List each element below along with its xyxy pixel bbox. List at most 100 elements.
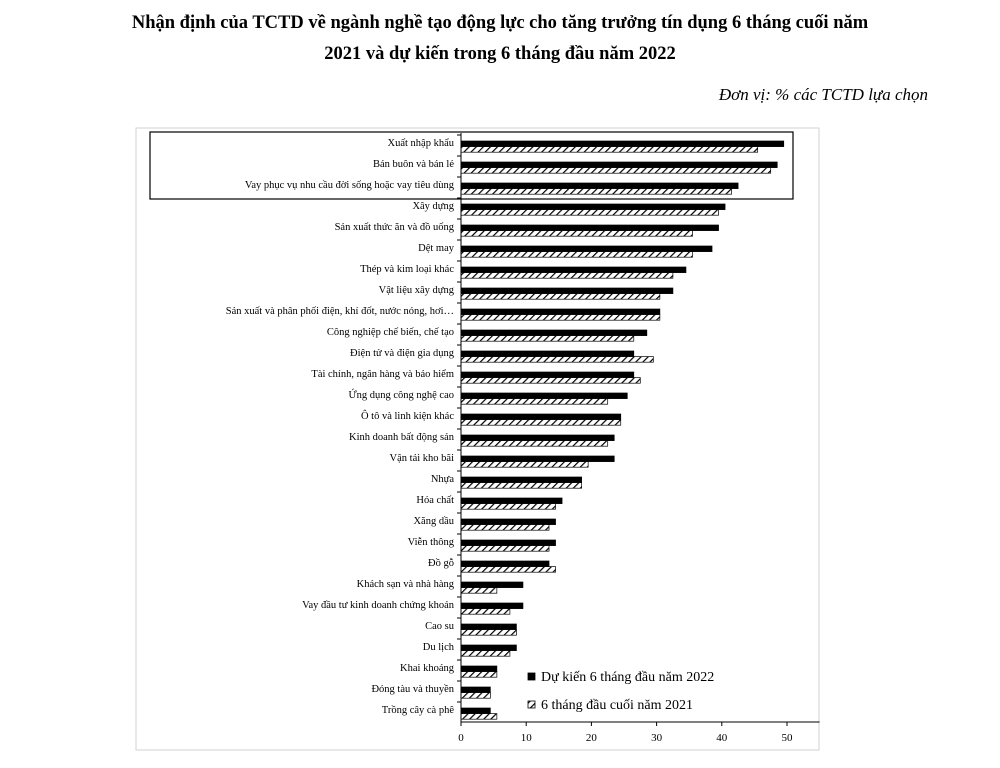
chart-title: Nhận định của TCTD về ngành nghề tạo độn… [30,8,970,70]
bar-2021 [460,335,635,342]
bar-2021 [460,293,661,300]
x-tick-label: 50 [782,732,794,744]
bar-2021 [460,650,511,657]
category-label: Dệt may [418,243,455,254]
category-label: Sản xuất thức ăn và đồ uống [335,222,455,233]
legend-swatch-2021 [527,700,536,709]
chart-title-line-2: 2021 và dự kiến trong 6 tháng đầu năm 20… [324,44,676,64]
category-label: Cao su [425,621,455,632]
bar-forecast-2022 [460,203,726,210]
bar-forecast-2022 [460,686,491,693]
category-label: Nhựa [431,474,455,485]
bar-2021 [460,692,491,699]
category-label: Khách sạn và nhà hàng [357,579,455,590]
bar-forecast-2022 [460,161,778,168]
bar-forecast-2022 [460,329,648,336]
bar-forecast-2022 [460,581,524,588]
bar-forecast-2022 [460,245,713,252]
bar-2021 [460,251,693,258]
category-label: Công nghiệp chế biến, chế tạo [327,327,454,338]
bar-2021 [460,419,622,426]
bar-2021 [460,314,661,321]
bar-2021 [460,209,719,216]
bar-forecast-2022 [460,539,556,546]
bar-2021 [460,503,556,510]
bar-2021 [460,713,498,720]
bar-2021 [460,629,517,636]
category-label: Điện tử và điện gia dụng [350,348,455,359]
bar-forecast-2022 [460,602,524,609]
category-label: Tài chính, ngân hàng và bảo hiểm [311,369,454,380]
bar-forecast-2022 [460,560,550,567]
bar-forecast-2022 [460,644,517,651]
category-label: Xuất nhập khẩu [388,138,455,149]
x-tick-label: 10 [521,732,533,744]
bar-2021 [460,608,511,615]
bar-forecast-2022 [460,392,628,399]
bar-forecast-2022 [460,665,498,672]
bar-2021 [460,146,759,153]
bar-2021 [460,398,609,405]
category-label: Vật liệu xây dựng [379,285,455,296]
bar-forecast-2022 [460,413,622,420]
category-label: Thép và kim loại khác [360,264,454,275]
bar-2021 [460,545,550,552]
x-tick-label: 30 [651,732,663,744]
bar-forecast-2022 [460,518,556,525]
bar-2021 [460,440,609,447]
bar-forecast-2022 [460,476,582,483]
bar-2021 [460,377,641,384]
legend-swatch-forecast-2022 [527,672,536,681]
bar-forecast-2022 [460,350,635,357]
plot-area: Xuất nhập khẩu Bán buôn và bán lẻ Vay phục… [149,131,820,744]
bar-forecast-2022 [460,707,491,714]
bar-2021 [460,671,498,678]
bar-forecast-2022 [460,287,674,294]
bar-2021 [460,482,582,489]
legend-label-forecast-2022: Dự kiến 6 tháng đầu năm 2022 [541,670,714,685]
category-label: Đồ gỗ [428,558,454,569]
category-label: Sản xuất và phân phối điện, khí đốt, nướ… [226,306,454,317]
legend-label-2021: 6 tháng đầu cuối năm 2021 [541,698,693,713]
category-label: Hóa chất [416,495,454,506]
bar-forecast-2022 [460,224,719,231]
category-label: Du lịch [423,642,455,653]
category-label: Vay phục vụ nhu cầu đời sống hoặc vay ti… [245,180,455,191]
plot-area-border [135,127,820,751]
category-label: Xây dựng [412,201,454,212]
bar-2021 [460,167,772,174]
highlight-box [149,131,794,200]
category-label: Ô tô và linh kiện khác [361,410,454,422]
bar-forecast-2022 [460,266,687,273]
category-label: Bán buôn và bán lẻ [373,159,454,170]
bar-forecast-2022 [460,182,739,189]
bar-forecast-2022 [460,140,785,147]
category-label: Xăng dầu [413,516,454,527]
bar-2021 [460,524,550,531]
bar-2021 [460,566,556,573]
category-label: Vay đầu tư kinh doanh chứng khoán [302,600,455,611]
legend: Dự kiến 6 tháng đầu năm 2022 6 tháng đầu … [527,670,714,713]
category-label: Viễn thông [408,537,455,548]
bar-2021 [460,230,693,237]
bar-2021 [460,188,732,195]
bar-2021 [460,356,654,363]
bar-forecast-2022 [460,623,517,630]
bar-2021 [460,587,498,594]
bar-forecast-2022 [460,455,615,462]
bar-2021 [460,272,674,279]
category-label: Khai khoáng [400,663,455,674]
bar-2021 [460,461,589,468]
bar-forecast-2022 [460,434,615,441]
category-label: Vận tải kho bãi [390,453,455,464]
category-label: Kinh doanh bất động sản [349,432,455,443]
x-tick-label: 40 [716,732,728,744]
x-tick-label: 20 [586,732,598,744]
category-label: Đóng tàu và thuyền [371,684,454,695]
bar-forecast-2022 [460,497,563,504]
chart-title-line-1: Nhận định của TCTD về ngành nghề tạo độn… [131,13,869,33]
category-label: Ứng dụng công nghệ cao [348,389,454,401]
category-label: Trồng cây cà phê [382,705,455,716]
x-tick-label: 0 [458,732,464,744]
